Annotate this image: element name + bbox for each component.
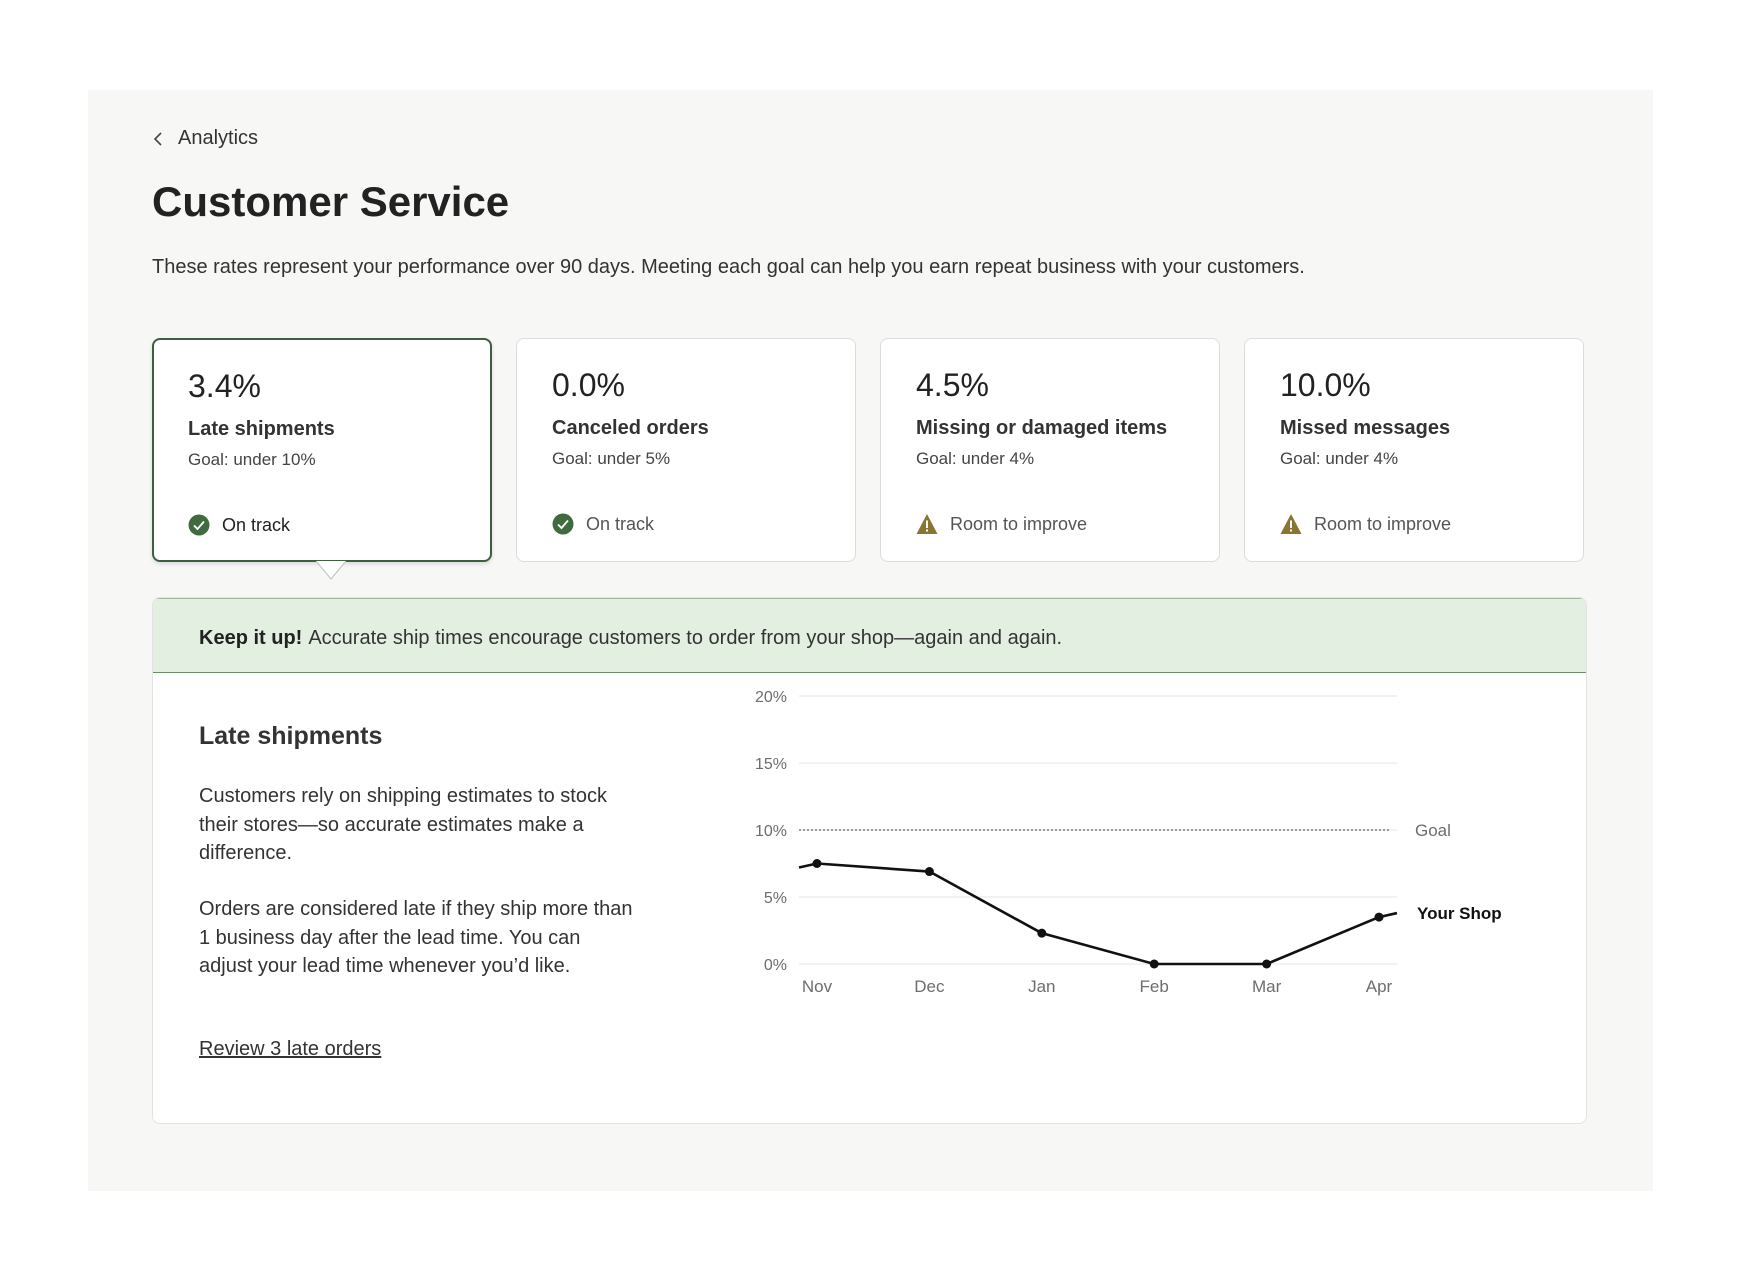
metric-label: Late shipments (188, 418, 335, 440)
data-point (1149, 959, 1159, 969)
page-title: Customer Service (152, 178, 510, 225)
x-tick-label: Dec (914, 977, 945, 996)
series-line (798, 862, 1398, 966)
status-text: Room to improve (1314, 513, 1452, 534)
metric-card-missing-damaged[interactable]: 4.5% Missing or damaged items Goal: unde… (880, 338, 1220, 562)
x-tick-label: Mar (1252, 977, 1282, 996)
metric-label: Missed messages (1280, 417, 1451, 439)
metric-label: Canceled orders (552, 417, 709, 439)
status-text: Room to improve (950, 513, 1088, 534)
page-panel: Analytics Customer Service These rates r… (88, 90, 1653, 1191)
data-point (1037, 928, 1047, 938)
x-tick-label: Nov (802, 977, 833, 996)
review-late-orders-link[interactable]: Review 3 late orders (199, 1038, 382, 1060)
detail-title: Late shipments (199, 722, 383, 750)
status-badge: On track (552, 513, 654, 535)
data-point (1374, 912, 1384, 922)
check-circle-icon (552, 513, 574, 535)
metric-value: 0.0% (552, 367, 625, 403)
y-tick-label: 5% (764, 890, 787, 907)
late-shipments-chart: 0% 5% 10% 15% 20% Goal Nov Dec Jan Feb Mar Apr Your … (755, 689, 1502, 996)
series-label: Your Shop (1417, 904, 1502, 923)
banner-text: Accurate ship times encourage customers … (308, 627, 1063, 649)
x-tick-label: Jan (1028, 977, 1055, 996)
back-to-analytics-link[interactable]: Analytics (152, 127, 258, 150)
y-tick-label: 0% (764, 957, 787, 974)
metric-value: 10.0% (1280, 367, 1371, 403)
goal-label: Goal (1415, 821, 1451, 840)
metric-goal: Goal: under 4% (916, 449, 1035, 468)
selected-card-pointer (316, 561, 346, 580)
detail-panel: Keep it up! Accurate ship times encourage… (152, 597, 1587, 1124)
metric-goal: Goal: under 10% (188, 450, 316, 469)
metric-goal: Goal: under 5% (552, 449, 671, 468)
y-tick-label: 10% (755, 823, 787, 840)
status-text: On track (222, 514, 291, 535)
metric-card-missed-messages[interactable]: 10.0% Missed messages Goal: under 4% Roo… (1244, 338, 1584, 562)
metric-value: 3.4% (188, 368, 261, 404)
x-tick-label: Feb (1140, 977, 1169, 996)
status-text: On track (586, 513, 655, 534)
warning-triangle-icon (916, 514, 938, 534)
warning-triangle-icon (1280, 514, 1302, 534)
detail-paragraph-1: Customers rely on shipping estimates to … (199, 785, 607, 864)
data-point (1262, 959, 1272, 969)
metric-value: 4.5% (916, 367, 989, 403)
feedback-banner: Keep it up! Accurate ship times encourage… (153, 598, 1586, 673)
data-point (812, 859, 822, 868)
status-badge: Room to improve (916, 513, 1087, 535)
detail-paragraph-2: Orders are considered late if they ship … (199, 898, 633, 977)
data-point (924, 867, 934, 877)
metric-card-canceled-orders[interactable]: 0.0% Canceled orders Goal: under 5% On t… (516, 338, 856, 562)
back-link-label: Analytics (178, 127, 259, 149)
x-tick-label: Apr (1366, 977, 1393, 996)
banner-strong-text: Keep it up! (199, 627, 303, 649)
chevron-left-icon (153, 131, 162, 146)
y-tick-label: 15% (755, 756, 787, 773)
y-tick-label: 20% (755, 689, 787, 706)
metric-goal: Goal: under 4% (1280, 449, 1399, 468)
page-description: These rates represent your performance o… (152, 256, 1305, 278)
status-badge: On track (188, 514, 290, 536)
check-circle-icon (188, 514, 210, 536)
metric-label: Missing or damaged items (916, 417, 1168, 439)
metric-card-late-shipments[interactable]: 3.4% Late shipments Goal: under 10% On t… (152, 338, 492, 562)
status-badge: Room to improve (1280, 513, 1451, 535)
